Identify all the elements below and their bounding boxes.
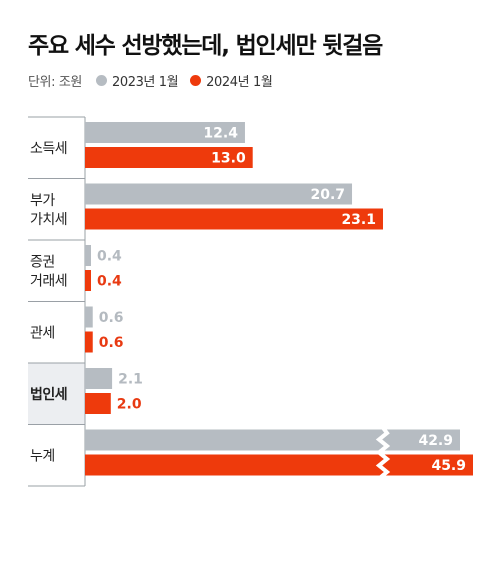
bar-2023 — [85, 245, 91, 266]
legend-item-2023: 2023년 1월 — [95, 71, 179, 90]
category-label: 증권 — [30, 254, 55, 270]
bar-2023 — [85, 429, 460, 451]
value-label-2023: 42.9 — [418, 433, 453, 449]
legend-swatch-2024 — [190, 74, 202, 86]
value-label-2024: 13.0 — [211, 151, 246, 167]
legend-swatch-2023 — [95, 74, 107, 86]
bar-2023 — [85, 122, 245, 143]
bar-2024 — [85, 270, 91, 291]
bar-2024 — [85, 331, 93, 353]
category-label: 부가 — [30, 193, 55, 209]
legend-item-2024: 2024년 1월 — [190, 71, 273, 90]
unit-label: 단위: 조원 — [28, 74, 82, 90]
highlight-band — [28, 363, 85, 425]
chart-title: 주요 세수 선방했는데, 법인세만 뒷걸음 — [28, 33, 383, 59]
legend-label-2023: 2023년 1월 — [111, 74, 179, 90]
value-label-2024: 0.4 — [97, 274, 122, 290]
legend: 단위: 조원 2023년 1월 2024년 1월 — [28, 71, 284, 90]
category-label: 거래세 — [30, 273, 67, 289]
category-label: 가치세 — [30, 212, 67, 228]
bar-2023 — [85, 183, 353, 205]
category-label: 누계 — [30, 448, 55, 464]
category-label: 소득세 — [30, 141, 67, 157]
value-label-2023: 2.1 — [118, 372, 143, 388]
category-label: 관세 — [30, 325, 55, 341]
bar-2023 — [85, 306, 93, 328]
bar-2024 — [85, 147, 253, 168]
bar-2024 — [85, 454, 473, 476]
value-label-2024: 2.0 — [117, 397, 142, 413]
value-label-2024: 0.6 — [99, 335, 124, 351]
legend-label-2024: 2024년 1월 — [206, 74, 273, 90]
bar-2024 — [85, 208, 383, 230]
bar-2023 — [85, 368, 113, 389]
bar-2024 — [85, 393, 111, 414]
value-label-2024: 23.1 — [341, 212, 376, 228]
value-label-2024: 45.9 — [431, 458, 466, 474]
category-label: 법인세 — [30, 386, 67, 403]
value-label-2023: 0.4 — [97, 249, 122, 265]
value-label-2023: 0.6 — [99, 310, 124, 326]
value-label-2023: 12.4 — [203, 126, 238, 142]
value-label-2023: 20.7 — [310, 187, 345, 203]
axis-break-mark — [375, 425, 391, 481]
